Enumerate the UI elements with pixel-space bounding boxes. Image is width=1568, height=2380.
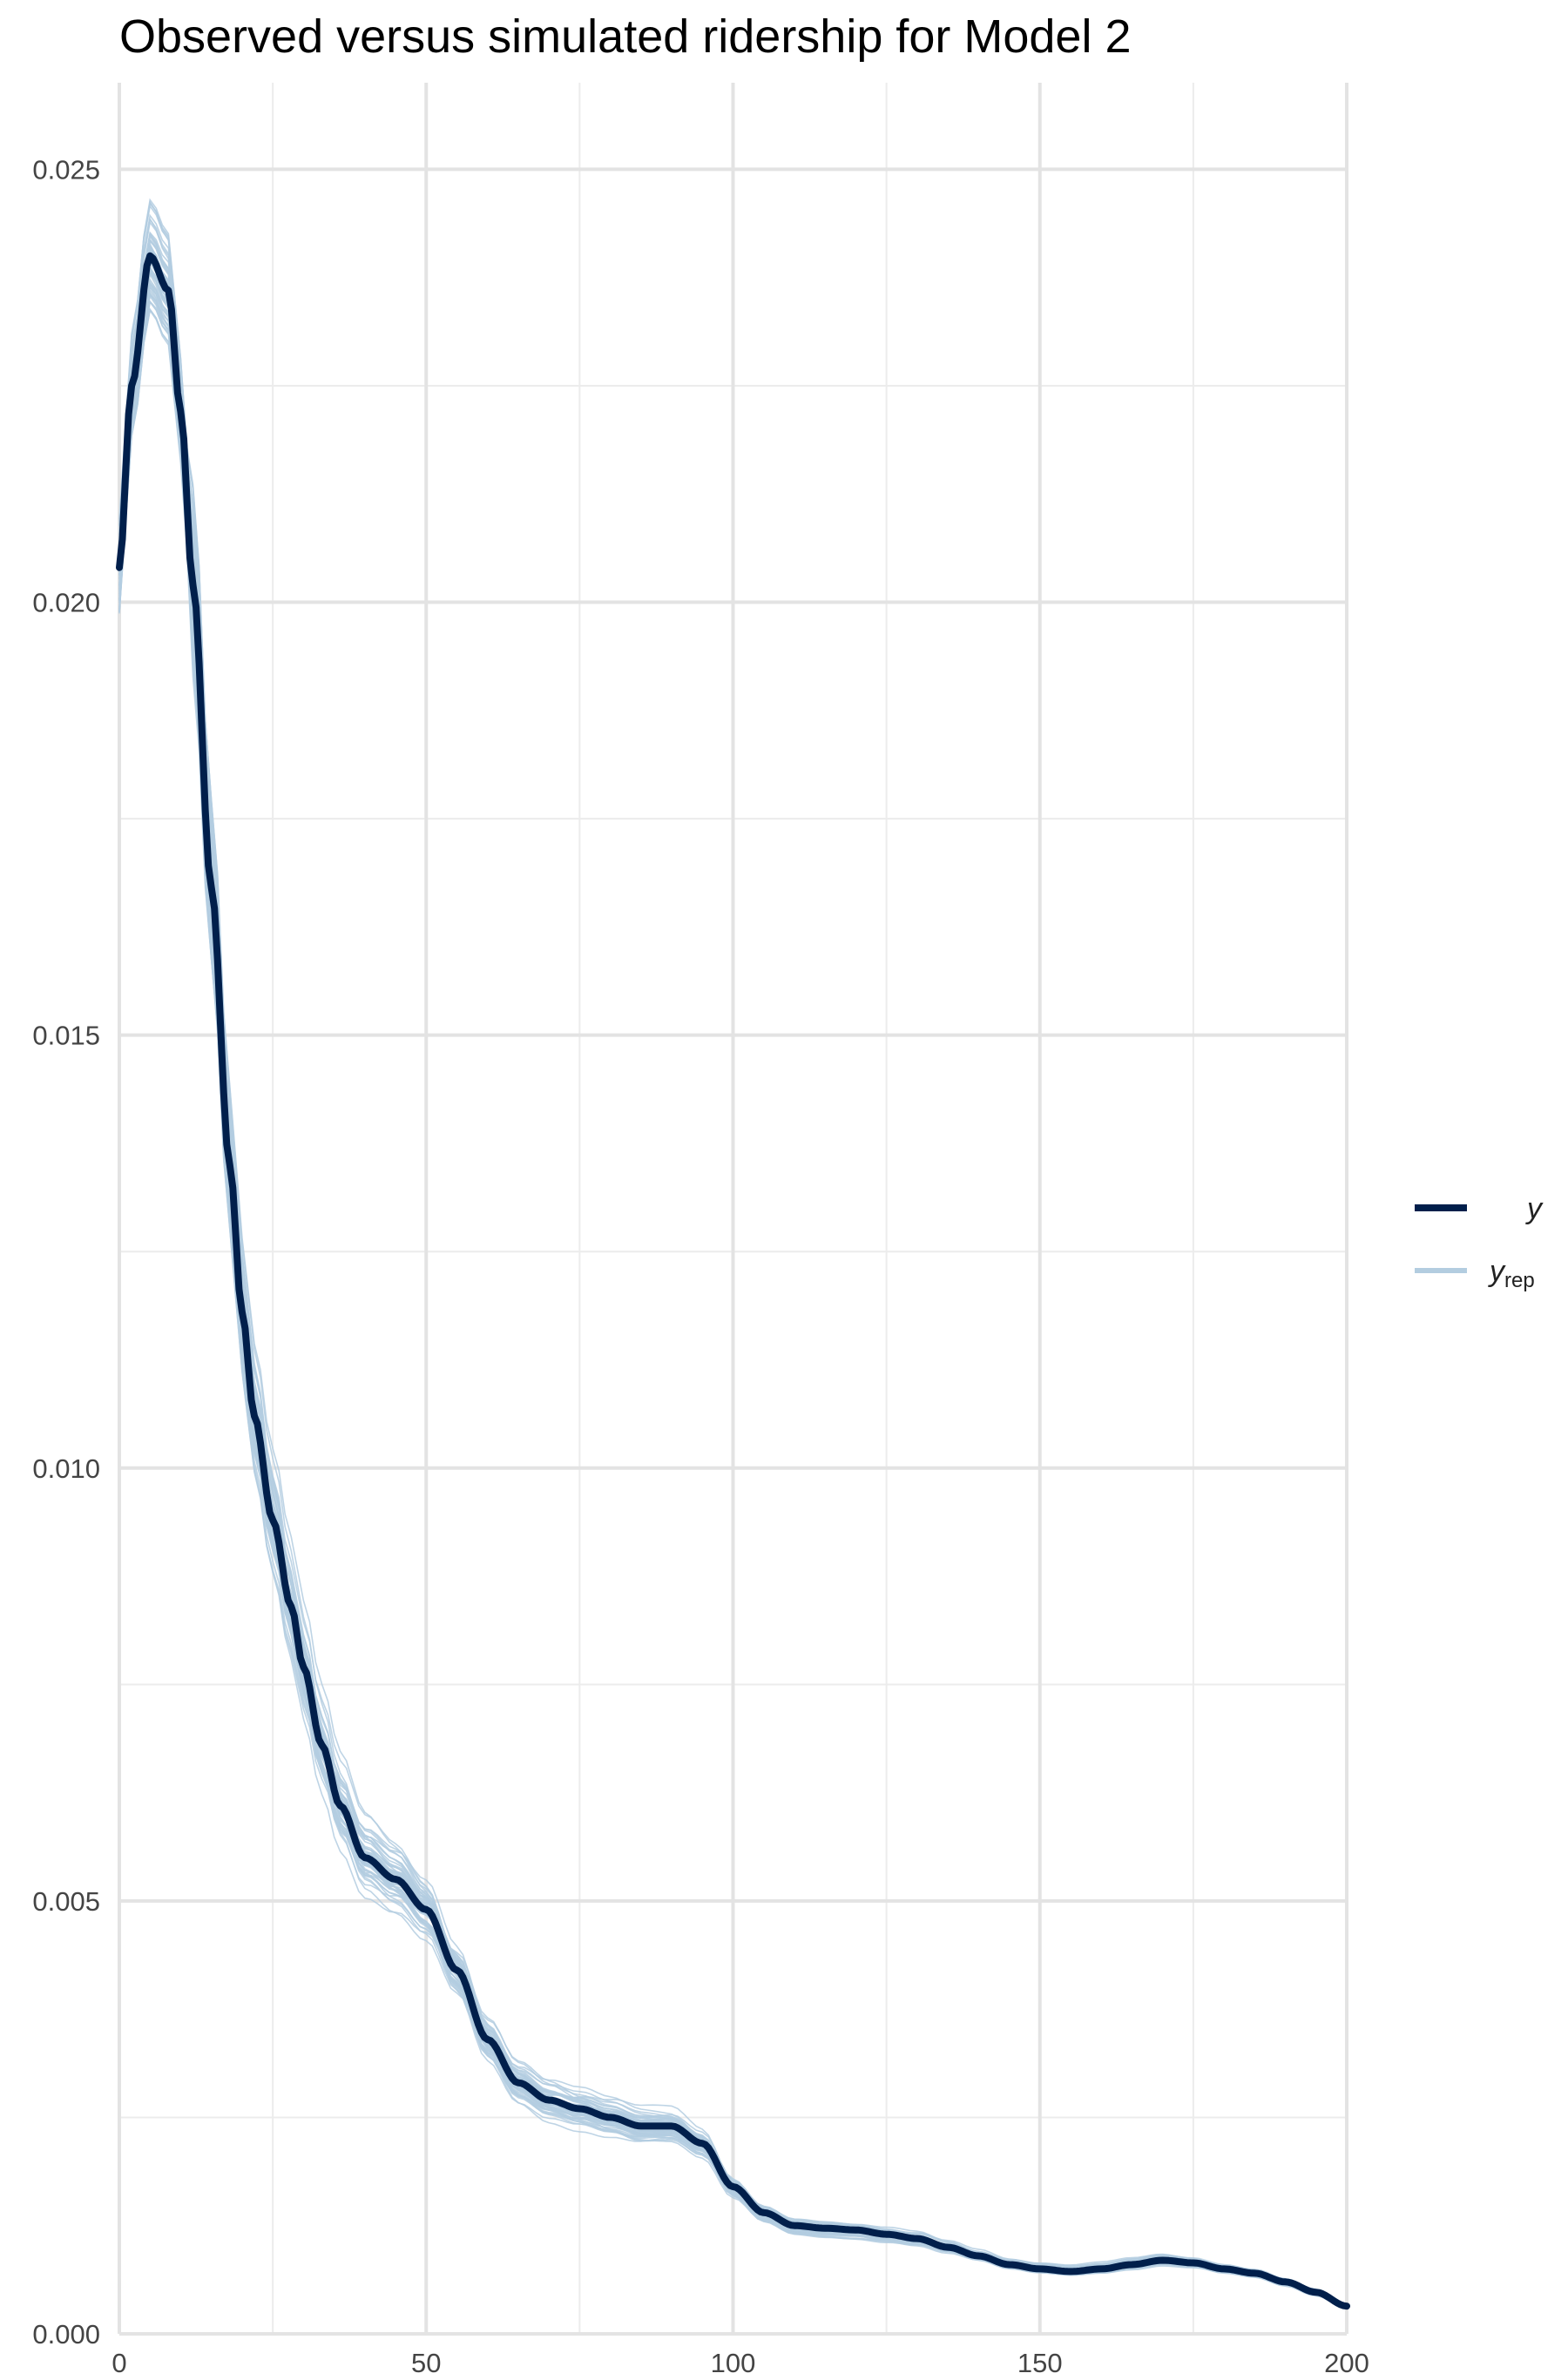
y-tick-label: 0.005 [32,1886,100,1917]
x-axis-ticks: 0 50 100 150 200 [112,2348,1369,2378]
x-tick-label: 50 [411,2348,441,2378]
legend-label-subscript: rep [1504,1269,1535,1292]
chart-title: Observed versus simulated ridership for … [119,10,1132,63]
y-tick-label: 0.020 [32,588,100,618]
x-tick-label: 150 [1017,2348,1063,2378]
legend-label: yrep [1488,1255,1535,1292]
y-series [116,252,1350,2310]
y-axis-ticks: 0.000 0.005 0.010 0.015 0.020 0.025 [32,154,100,2350]
yrep-line [118,300,1348,2307]
y-tick-label: 0.015 [32,1021,100,1051]
legend: y yrep [1415,1192,1544,1292]
yrep-line [118,200,1348,2307]
y-tick-label: 0.025 [32,154,100,185]
x-tick-label: 100 [711,2348,756,2378]
x-tick-label: 200 [1324,2348,1369,2378]
y-tick-label: 0.000 [32,2319,100,2350]
legend-label: y [1525,1192,1544,1225]
y-line [116,252,1350,2310]
x-tick-label: 0 [112,2348,126,2378]
y-tick-label: 0.010 [32,1453,100,1484]
major-gridlines [118,83,1348,2336]
